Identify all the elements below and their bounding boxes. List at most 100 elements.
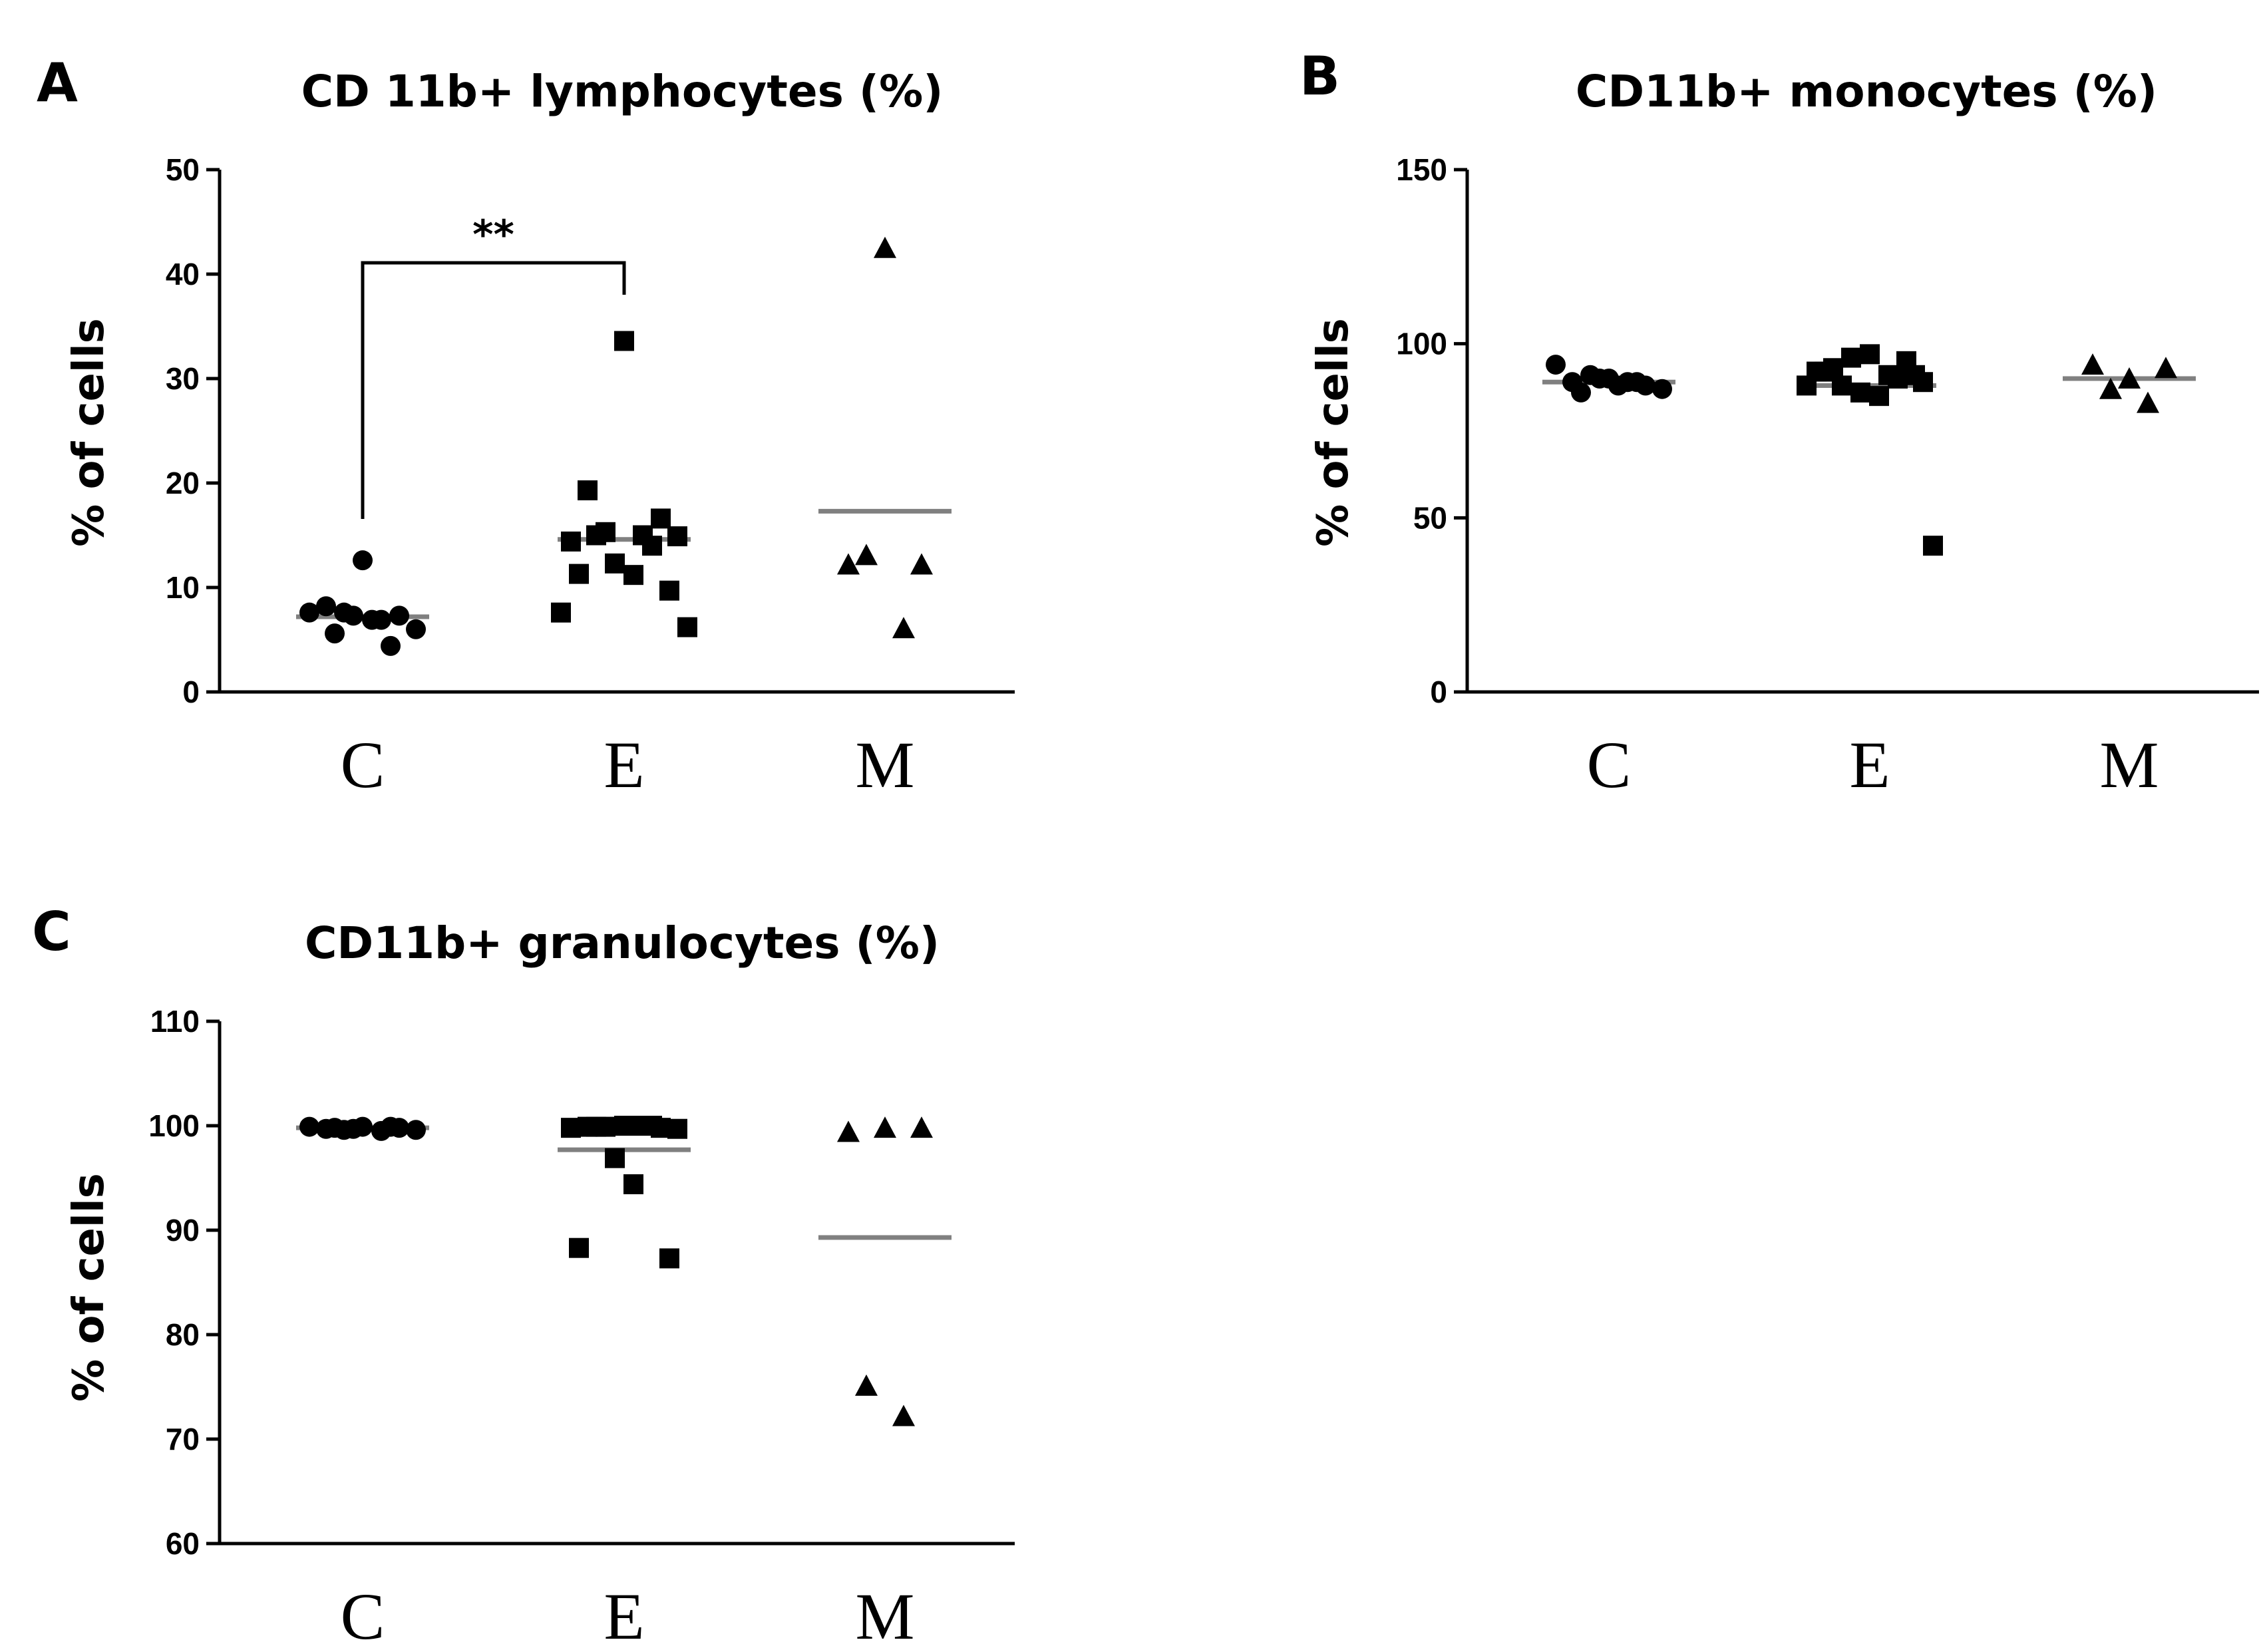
data-point-square <box>569 1238 589 1258</box>
data-point-square <box>659 580 679 601</box>
data-point-triangle <box>910 1116 933 1138</box>
data-point-square <box>569 564 589 584</box>
y-tick-label: 80 <box>166 1317 200 1352</box>
data-point-triangle <box>2081 353 2104 375</box>
data-point-square <box>561 1118 581 1138</box>
data-point-square <box>642 536 662 556</box>
data-point-circle <box>353 550 373 571</box>
data-point-square <box>605 553 625 574</box>
y-tick-label: 0 <box>1430 675 1447 709</box>
data-point-square <box>659 1248 679 1269</box>
y-tick-label: 100 <box>148 1108 200 1143</box>
data-point-triangle <box>837 553 860 575</box>
data-point-circle <box>381 1116 401 1137</box>
panel-c-title: CD11b+ granulocytes (%) <box>305 917 940 969</box>
x-tick-label: E <box>1849 728 1890 802</box>
data-point-circle <box>1627 372 1647 393</box>
data-point-square <box>667 1118 687 1139</box>
panel-b-ylabel: % of cells <box>1309 318 1358 547</box>
data-point-square <box>551 602 571 623</box>
data-point-circle <box>1546 355 1566 375</box>
data-point-circle <box>343 605 363 626</box>
panel-b: B CD11b+ monocytes (%) % of cells 0 50 100… <box>1300 45 2259 802</box>
panel-a-plot: 0 10 20 30 40 50 C E M ** <box>166 152 1015 802</box>
panel-letter-c: C <box>32 901 71 963</box>
data-point-circle <box>325 623 345 644</box>
data-point-circle <box>316 596 336 617</box>
x-tick-label: M <box>856 1579 915 1652</box>
data-point-circle <box>406 1120 426 1140</box>
x-tick-label: M <box>2100 728 2159 802</box>
significance-bracket <box>361 261 626 519</box>
data-point-square <box>614 1116 634 1136</box>
data-point-triangle <box>2155 357 2177 379</box>
data-point-triangle <box>2118 367 2141 389</box>
panel-c: C CD11b+ granulocytes (%) % of cells 60 7… <box>32 901 1015 1652</box>
data-point-circle <box>362 609 382 630</box>
x-tick-label: C <box>1587 728 1632 802</box>
y-tick-label: 70 <box>166 1422 200 1456</box>
data-point-square <box>677 617 697 637</box>
data-point-square <box>614 331 634 351</box>
data-point-circle <box>299 602 319 623</box>
data-point-triangle <box>910 553 933 575</box>
data-point-triangle <box>837 1120 860 1142</box>
y-tick-label: 150 <box>1396 152 1447 187</box>
x-tick-label: C <box>341 728 385 802</box>
panel-letter-a: A <box>37 52 78 114</box>
y-tick-label: 0 <box>182 675 200 709</box>
data-point-square <box>561 531 581 552</box>
panel-b-plot: 0 50 100 150 C E M <box>1396 152 2259 802</box>
significance-label: ** <box>472 212 514 258</box>
data-point-square <box>1832 375 1852 396</box>
data-point-circle <box>381 635 401 656</box>
data-point-square <box>1860 344 1880 365</box>
panel-c-ylabel: % of cells <box>65 1173 114 1402</box>
data-point-triangle <box>892 1404 915 1426</box>
panel-b-title: CD11b+ monocytes (%) <box>1576 66 2157 117</box>
y-tick-label: 50 <box>166 152 200 187</box>
x-tick-label: E <box>604 728 644 802</box>
data-point-square <box>623 1174 643 1194</box>
data-point-triangle <box>874 236 896 258</box>
data-point-square <box>1797 375 1817 396</box>
y-tick-label: 90 <box>166 1213 200 1247</box>
data-point-square <box>651 508 671 529</box>
data-point-square <box>642 1116 662 1136</box>
data-point-square <box>586 525 606 546</box>
panel-a-ylabel: % of cells <box>65 318 114 547</box>
data-point-triangle <box>892 617 915 639</box>
data-point-circle <box>1571 382 1591 403</box>
x-tick-label: M <box>856 728 915 802</box>
data-point-triangle <box>2137 391 2159 413</box>
data-point-circle <box>299 1116 319 1137</box>
data-point-square <box>578 480 598 500</box>
data-point-circle <box>1608 375 1628 396</box>
data-point-square <box>605 1148 625 1168</box>
y-tick-label: 110 <box>150 1004 200 1039</box>
data-point-circle <box>1652 379 1672 399</box>
data-point-square <box>1841 347 1861 368</box>
data-point-triangle <box>855 1374 878 1396</box>
x-tick-label: C <box>341 1579 385 1652</box>
data-point-circle <box>325 1118 345 1138</box>
panel-letter-b: B <box>1300 45 1340 107</box>
y-tick-label: 50 <box>1413 500 1447 535</box>
y-tick-label: 20 <box>166 466 200 500</box>
data-point-square <box>586 1116 606 1137</box>
data-point-square <box>1888 369 1908 389</box>
data-point-square <box>667 526 687 547</box>
data-point-triangle <box>874 1116 896 1138</box>
data-point-triangle <box>855 544 878 566</box>
data-point-square <box>1869 386 1889 407</box>
panel-a-title: CD 11b+ lymphocytes (%) <box>301 66 944 117</box>
panel-a: A CD 11b+ lymphocytes (%) % of cells 0 10… <box>37 52 1015 802</box>
panel-c-plot: 60 70 80 90 100 110 C E M <box>148 1004 1015 1652</box>
y-tick-label: 10 <box>166 570 200 605</box>
y-tick-label: 100 <box>1396 327 1447 361</box>
data-point-circle <box>406 619 426 639</box>
y-tick-label: 60 <box>166 1526 200 1561</box>
data-point-square <box>1905 365 1925 385</box>
data-point-triangle <box>2099 377 2122 399</box>
